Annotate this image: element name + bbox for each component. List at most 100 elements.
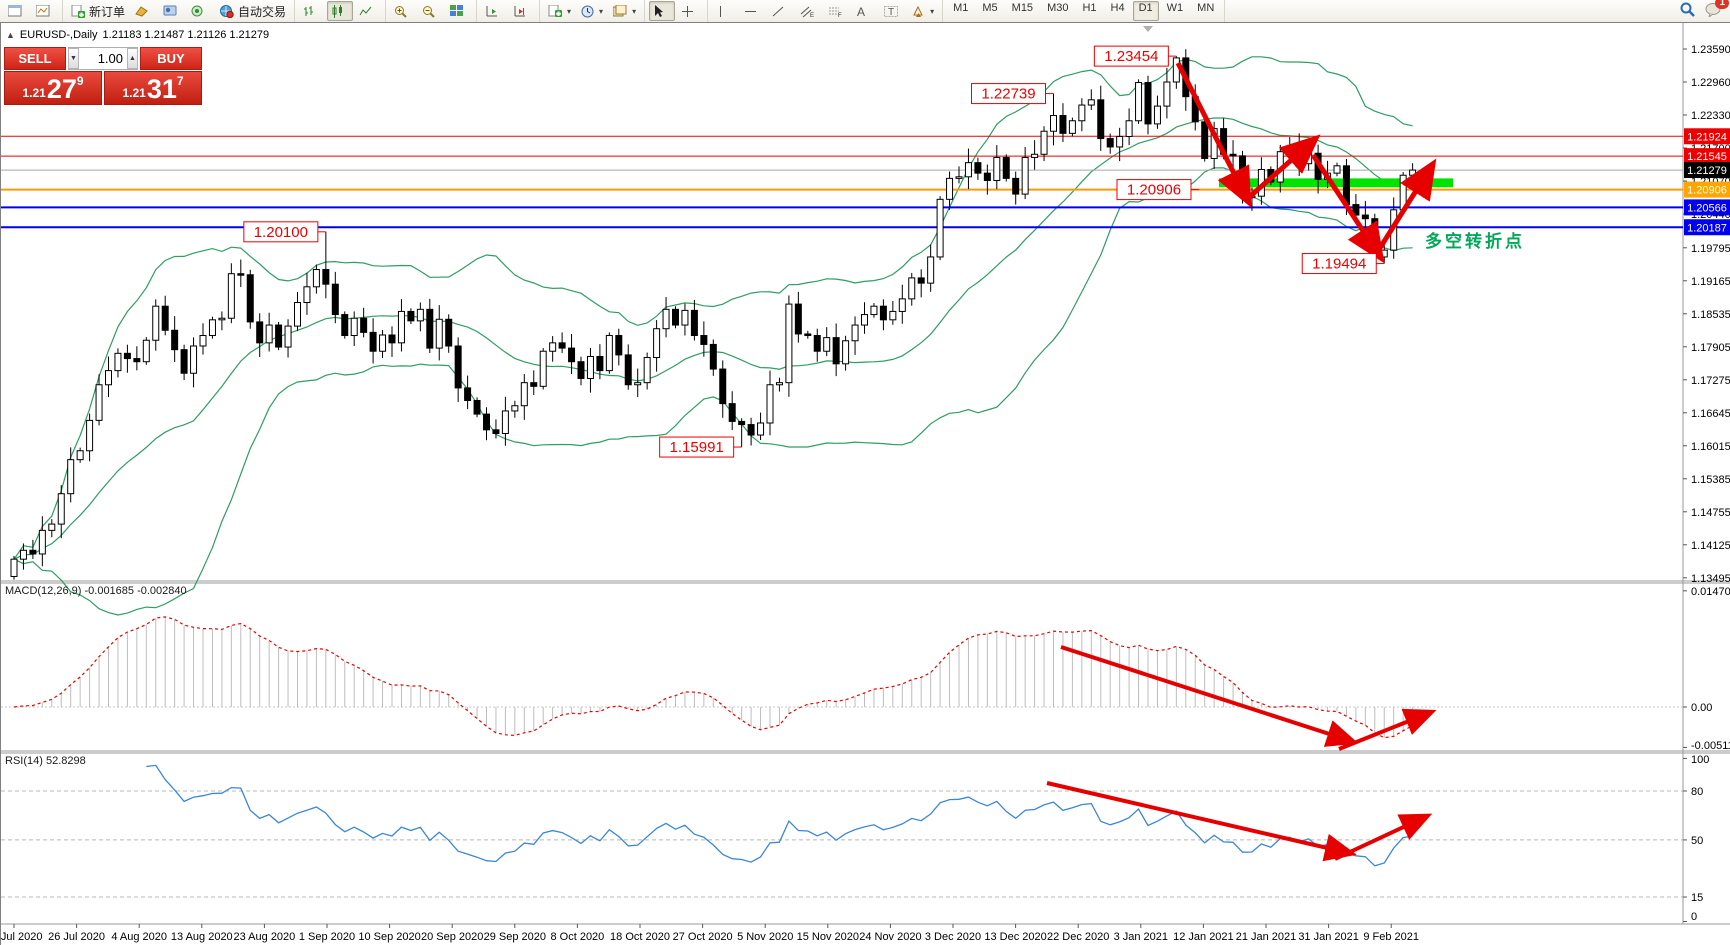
trend-arrows[interactable] bbox=[1175, 61, 1437, 264]
indicators-icon[interactable]: ▾ bbox=[544, 1, 575, 21]
chart-canvas[interactable]: 1.20100 1.15991 1.22739 1.23454 1.19494 1.209… bbox=[1, 23, 1730, 945]
volume-input[interactable] bbox=[79, 48, 127, 69]
trendline-tool-icon[interactable] bbox=[768, 1, 794, 21]
candle-body bbox=[983, 172, 991, 181]
search-icon[interactable] bbox=[1680, 2, 1695, 20]
support-zone-band[interactable] bbox=[1219, 178, 1453, 188]
candle-body bbox=[596, 355, 604, 372]
time-axis[interactable]: 16 Jul 2020 26 Jul 2020 4 Aug 2020 13 Aug 2… bbox=[1, 924, 1419, 943]
tf-d1[interactable]: D1 bbox=[1132, 1, 1159, 21]
candle-body bbox=[152, 305, 160, 341]
candle-body bbox=[123, 352, 131, 360]
tf-h1[interactable]: H1 bbox=[1082, 2, 1097, 14]
candle-body bbox=[757, 422, 765, 436]
text-tool-icon[interactable]: A bbox=[852, 1, 878, 21]
chart-window-icon[interactable] bbox=[4, 1, 30, 21]
tick-chart-icon[interactable] bbox=[32, 1, 58, 21]
candle-body bbox=[1201, 121, 1209, 159]
time-label: 20 Sep 2020 bbox=[421, 931, 483, 943]
vertical-line-tool-icon[interactable] bbox=[712, 1, 738, 21]
horizontal-line-tool-icon[interactable] bbox=[740, 1, 766, 21]
signals-icon[interactable] bbox=[187, 1, 213, 21]
price-label-box[interactable] bbox=[1116, 179, 1192, 201]
time-label: 8 Oct 2020 bbox=[550, 931, 604, 943]
price-label-box[interactable] bbox=[1093, 45, 1169, 67]
fibonacci-tool-icon[interactable]: F bbox=[824, 1, 850, 21]
tf-m15[interactable]: M15 bbox=[1011, 2, 1034, 14]
arrows-tool-icon[interactable]: ▾ bbox=[908, 1, 938, 21]
macd-arrow[interactable] bbox=[1338, 708, 1437, 751]
autotrade-button[interactable]: 自动交易 bbox=[215, 1, 290, 21]
trend-arrow[interactable] bbox=[1310, 153, 1385, 264]
trend-arrow[interactable] bbox=[1175, 61, 1252, 208]
chart-shift-icon[interactable] bbox=[509, 1, 535, 21]
candle-body bbox=[728, 403, 736, 422]
candle-body bbox=[454, 345, 462, 389]
tf-h4[interactable]: H4 bbox=[1110, 2, 1125, 14]
svg-text:1.21279: 1.21279 bbox=[1687, 165, 1727, 177]
zoom-out-icon[interactable] bbox=[418, 1, 444, 21]
text-label-tool-icon[interactable]: T bbox=[880, 1, 906, 21]
candle-body bbox=[426, 308, 434, 349]
time-label: 26 Jul 2020 bbox=[48, 931, 105, 943]
macd-indicator-label: MACD(12,26,9) -0.001685 -0.002840 bbox=[5, 585, 187, 597]
trend-arrow[interactable] bbox=[1245, 134, 1321, 201]
buy-price-box[interactable]: 1.21 31 7 bbox=[104, 71, 202, 105]
bar-chart-mode-icon[interactable] bbox=[299, 1, 325, 21]
candle-body bbox=[1012, 177, 1020, 195]
tile-windows-icon[interactable] bbox=[446, 1, 472, 21]
candle-body bbox=[823, 337, 831, 352]
svg-text:1.14755: 1.14755 bbox=[1691, 507, 1730, 519]
sell-button[interactable]: SELL bbox=[4, 47, 66, 70]
rsi-arrow[interactable] bbox=[1334, 813, 1433, 861]
tf-m5[interactable]: M5 bbox=[982, 2, 998, 14]
candle-body bbox=[832, 337, 840, 365]
auto-scroll-icon[interactable] bbox=[481, 1, 507, 21]
periods-clock-icon[interactable]: ▾ bbox=[577, 1, 607, 21]
tf-mn[interactable]: MN bbox=[1197, 2, 1215, 14]
trend-arrow[interactable] bbox=[1370, 158, 1437, 261]
new-order-button[interactable]: 新订单 bbox=[67, 1, 129, 21]
notifications-icon[interactable]: 1 bbox=[1705, 0, 1729, 20]
line-chart-mode-icon[interactable] bbox=[355, 1, 381, 21]
zoom-in-icon[interactable] bbox=[390, 1, 416, 21]
price-label-box[interactable] bbox=[971, 83, 1046, 105]
candlestick-mode-icon[interactable] bbox=[327, 1, 354, 21]
svg-text:1.15385: 1.15385 bbox=[1691, 474, 1730, 486]
crosshair-icon[interactable] bbox=[677, 1, 703, 21]
price-badge bbox=[1684, 181, 1730, 198]
time-label: 3 Jan 2021 bbox=[1114, 931, 1168, 943]
market-watch-icon[interactable] bbox=[131, 1, 157, 21]
candle-body bbox=[38, 529, 46, 555]
macd-arrow[interactable] bbox=[1060, 645, 1359, 747]
cursor-icon[interactable] bbox=[649, 1, 676, 21]
chinese-annotation[interactable]: 多空转折点 bbox=[1425, 232, 1525, 251]
svg-text:1.20566: 1.20566 bbox=[1687, 202, 1727, 214]
candle-body bbox=[350, 317, 358, 337]
price-label-box[interactable] bbox=[1301, 253, 1377, 275]
navigator-icon[interactable] bbox=[159, 1, 185, 21]
buy-button[interactable]: BUY bbox=[140, 47, 202, 70]
sell-price-box[interactable]: 1.21 27 9 bbox=[4, 71, 102, 105]
candle-body bbox=[842, 340, 850, 365]
tf-w1[interactable]: W1 bbox=[1166, 2, 1184, 14]
candle-body bbox=[568, 347, 576, 363]
volume-increase-button[interactable]: ▲ bbox=[127, 48, 138, 69]
price-label-box[interactable] bbox=[243, 221, 319, 243]
chart-shift-marker[interactable] bbox=[1143, 26, 1153, 32]
price-label-box[interactable] bbox=[659, 436, 735, 458]
templates-icon[interactable]: ▾ bbox=[609, 1, 640, 21]
time-label: 12 Jan 2021 bbox=[1173, 931, 1234, 943]
price-label-boxes[interactable]: 1.20100 1.15991 1.22739 1.23454 1.19494 1.209… bbox=[243, 45, 1385, 458]
svg-text:1.17275: 1.17275 bbox=[1691, 375, 1730, 387]
candle-body bbox=[1106, 138, 1114, 148]
tf-m30[interactable]: M30 bbox=[1047, 2, 1069, 14]
time-label: 15 Nov 2020 bbox=[797, 931, 859, 943]
channel-tool-icon[interactable]: E bbox=[796, 1, 822, 21]
volume-decrease-button[interactable]: ▼ bbox=[68, 48, 79, 69]
symbol-tree-icon[interactable]: ▲ bbox=[6, 30, 15, 40]
time-label: 16 Jul 2020 bbox=[1, 931, 42, 943]
rsi-arrow[interactable] bbox=[1046, 781, 1357, 862]
candle-body bbox=[208, 319, 216, 337]
tf-m1[interactable]: M1 bbox=[953, 2, 969, 14]
